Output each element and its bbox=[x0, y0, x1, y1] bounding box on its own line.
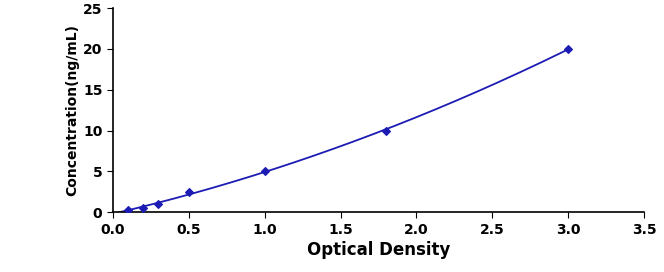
Y-axis label: Concentration(ng/mL): Concentration(ng/mL) bbox=[65, 24, 79, 196]
X-axis label: Optical Density: Optical Density bbox=[307, 241, 450, 259]
